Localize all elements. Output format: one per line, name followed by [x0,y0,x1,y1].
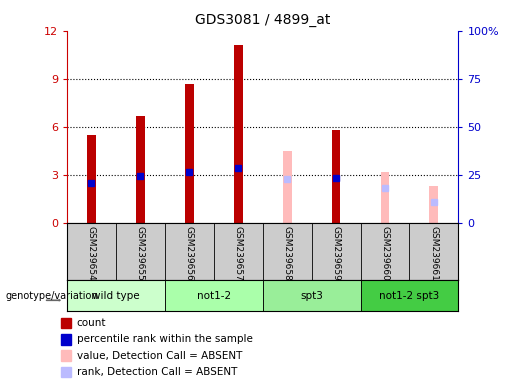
Text: GSM239660: GSM239660 [381,225,389,280]
Bar [381,172,389,223]
Text: not1-2: not1-2 [197,291,231,301]
Bar [61,318,71,328]
Text: percentile rank within the sample: percentile rank within the sample [77,334,253,344]
Text: GSM239656: GSM239656 [185,225,194,280]
Bar [263,280,360,311]
Text: GSM239654: GSM239654 [87,225,96,280]
Bar [283,151,291,223]
Bar [430,186,438,223]
Title: GDS3081 / 4899_at: GDS3081 / 4899_at [195,13,330,27]
Bar [67,280,165,311]
Text: wild type: wild type [92,291,140,301]
Bar [360,280,458,311]
Text: genotype/variation: genotype/variation [5,291,98,301]
Bar [234,45,243,223]
Bar [87,135,96,223]
Bar [61,367,71,377]
Text: value, Detection Call = ABSENT: value, Detection Call = ABSENT [77,351,242,361]
Text: spt3: spt3 [300,291,323,301]
Text: GSM239658: GSM239658 [283,225,291,280]
Bar [165,280,263,311]
Text: GSM239657: GSM239657 [234,225,243,280]
Text: rank, Detection Call = ABSENT: rank, Detection Call = ABSENT [77,367,237,377]
Text: not1-2 spt3: not1-2 spt3 [380,291,439,301]
Text: GSM239659: GSM239659 [332,225,340,280]
Bar [61,334,71,344]
Text: GSM239661: GSM239661 [430,225,438,280]
Bar [61,351,71,361]
Bar [185,84,194,223]
Text: GSM239655: GSM239655 [136,225,145,280]
Bar [332,130,340,223]
Bar [136,116,145,223]
Text: count: count [77,318,106,328]
